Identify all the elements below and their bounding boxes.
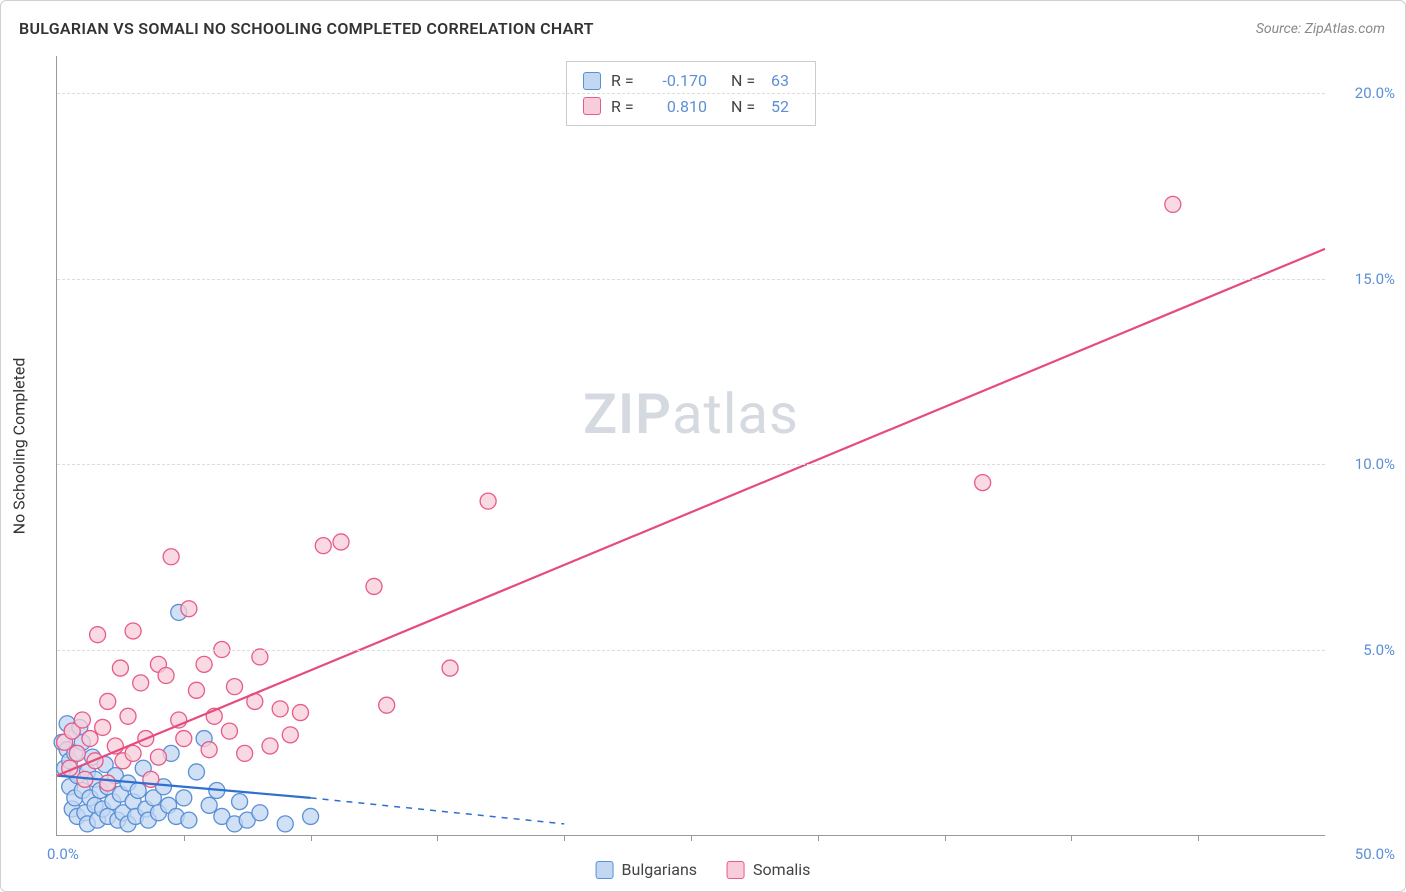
- scatter-point: [442, 660, 458, 676]
- scatter-point: [176, 731, 192, 747]
- scatter-point: [262, 738, 278, 754]
- x-tick: [818, 835, 819, 841]
- scatter-point: [277, 816, 293, 832]
- scatter-point: [181, 812, 197, 828]
- scatter-point: [227, 679, 243, 695]
- x-tick: [564, 835, 565, 841]
- scatter-point: [201, 742, 217, 758]
- x-tick: [1071, 835, 1072, 841]
- scatter-point: [252, 805, 268, 821]
- x-tick: [184, 835, 185, 841]
- scatter-point: [379, 697, 395, 713]
- scatter-point: [120, 708, 136, 724]
- scatter-point: [303, 808, 319, 824]
- scatter-point: [133, 675, 149, 691]
- source-label: Source: ZipAtlas.com: [1256, 21, 1385, 37]
- scatter-point: [232, 794, 248, 810]
- scatter-point: [90, 627, 106, 643]
- scatter-point: [366, 578, 382, 594]
- x-tick: [311, 835, 312, 841]
- scatter-point: [82, 731, 98, 747]
- y-tick-label: 5.0%: [1363, 641, 1395, 659]
- chart-container: BULGARIAN VS SOMALI NO SCHOOLING COMPLET…: [0, 0, 1406, 892]
- scatter-point: [100, 775, 116, 791]
- gridline: [57, 279, 1325, 280]
- scatter-point: [125, 745, 141, 761]
- y-axis-title: No Schooling Completed: [10, 358, 29, 535]
- scatter-point: [181, 601, 197, 617]
- x-origin-label: 0.0%: [47, 845, 79, 863]
- x-end-label: 50.0%: [1355, 845, 1395, 863]
- scatter-point: [74, 712, 90, 728]
- gridline: [57, 464, 1325, 465]
- scatter-point: [112, 660, 128, 676]
- chart-title: BULGARIAN VS SOMALI NO SCHOOLING COMPLET…: [19, 19, 594, 38]
- scatter-point: [69, 745, 85, 761]
- gridline: [57, 650, 1325, 651]
- legend-item-1: Somalis: [727, 860, 810, 879]
- scatter-point: [315, 538, 331, 554]
- legend-label: Bulgarians: [622, 860, 697, 879]
- scatter-point: [150, 749, 166, 765]
- scatter-point: [480, 493, 496, 509]
- trend-line: [57, 249, 1325, 776]
- x-tick: [437, 835, 438, 841]
- gridline: [57, 93, 1325, 94]
- scatter-point: [1165, 196, 1181, 212]
- scatter-point: [292, 705, 308, 721]
- scatter-point: [100, 693, 116, 709]
- scatter-point: [188, 764, 204, 780]
- swatch-icon: [727, 861, 745, 879]
- scatter-point: [272, 701, 288, 717]
- scatter-point: [282, 727, 298, 743]
- y-tick-label: 15.0%: [1355, 270, 1395, 288]
- scatter-point: [130, 782, 146, 798]
- scatter-point: [975, 475, 991, 491]
- legend-item-0: Bulgarians: [596, 860, 697, 879]
- x-tick: [945, 835, 946, 841]
- y-tick-label: 20.0%: [1355, 84, 1395, 102]
- y-tick-label: 10.0%: [1355, 455, 1395, 473]
- x-tick: [691, 835, 692, 841]
- scatter-point: [196, 656, 212, 672]
- trend-line-dashed: [311, 798, 565, 824]
- x-tick: [1198, 835, 1199, 841]
- scatter-point: [163, 549, 179, 565]
- plot-area: ZIPatlas R = -0.170 N = 63 R = 0.810 N =…: [56, 56, 1325, 836]
- legend-label: Somalis: [753, 860, 810, 879]
- swatch-icon: [596, 861, 614, 879]
- scatter-point: [188, 682, 204, 698]
- scatter-point: [95, 719, 111, 735]
- legend-series: Bulgarians Somalis: [596, 860, 811, 879]
- scatter-point: [333, 534, 349, 550]
- scatter-point: [158, 667, 174, 683]
- scatter-point: [125, 623, 141, 639]
- scatter-svg: [57, 56, 1325, 835]
- scatter-point: [176, 790, 192, 806]
- scatter-point: [252, 649, 268, 665]
- scatter-point: [221, 723, 237, 739]
- scatter-point: [237, 745, 253, 761]
- scatter-point: [201, 797, 217, 813]
